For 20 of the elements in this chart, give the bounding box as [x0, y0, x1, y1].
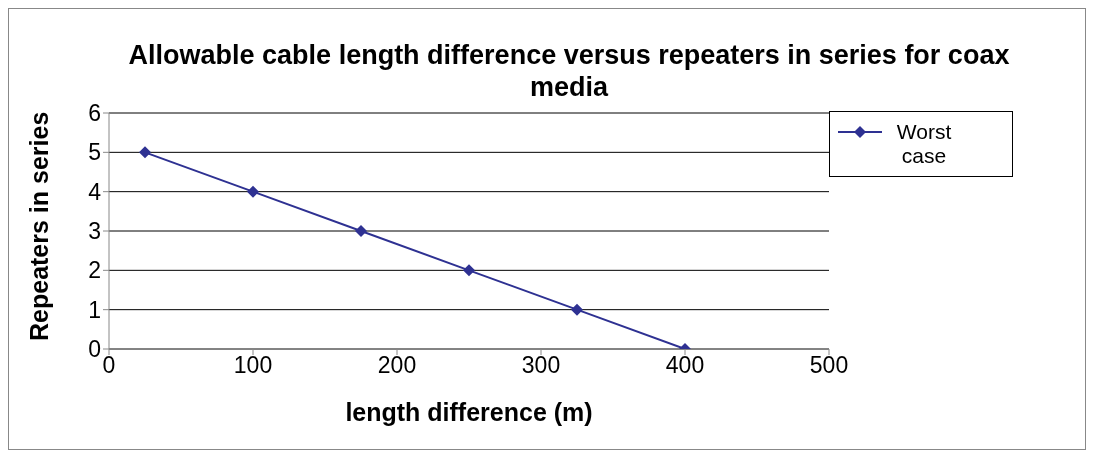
y-tick-label: 1	[88, 296, 101, 323]
x-axis-title: length difference (m)	[345, 398, 593, 426]
x-tick-label: 300	[521, 352, 561, 379]
point	[571, 303, 583, 316]
chart-title: Allowable cable length difference versus repeaters in series for coax media	[127, 39, 1011, 103]
y-tick-label: 5	[88, 139, 101, 166]
point	[355, 225, 367, 237]
x-tick-label: 200	[377, 352, 417, 379]
x-tick-label: 500	[809, 352, 849, 379]
y-tick-label: 4	[88, 178, 102, 205]
y-axis-title: Repeaters in series	[24, 111, 53, 341]
y-tick-label: 6	[88, 100, 101, 127]
y-tick-label: 2	[88, 257, 101, 284]
y-tick-label: 3	[88, 218, 101, 245]
point	[463, 264, 475, 277]
point	[139, 146, 151, 159]
x-tick-label: 400	[665, 352, 705, 379]
point	[247, 185, 259, 198]
legend-label: Worst case	[895, 120, 953, 168]
x-tick-label: 100	[233, 352, 273, 379]
